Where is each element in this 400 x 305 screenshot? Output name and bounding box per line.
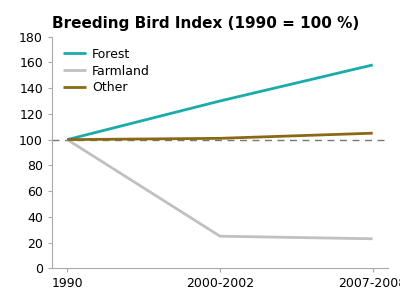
Other (370, 131, 375, 135)
Line: Other: Other (67, 133, 373, 140)
Text: Breeding Bird Index (1990 = 100 %): Breeding Bird Index (1990 = 100 %) (52, 16, 359, 31)
Other (65, 138, 70, 142)
Other (218, 137, 222, 140)
Line: Forest: Forest (67, 65, 373, 140)
Legend: Forest, Farmland, Other: Forest, Farmland, Other (58, 43, 155, 99)
Forest (370, 63, 375, 67)
Forest (218, 99, 222, 103)
Farmland (218, 234, 222, 238)
Farmland (65, 138, 70, 142)
Farmland (370, 237, 375, 241)
Line: Farmland: Farmland (67, 140, 373, 239)
Forest (65, 138, 70, 142)
